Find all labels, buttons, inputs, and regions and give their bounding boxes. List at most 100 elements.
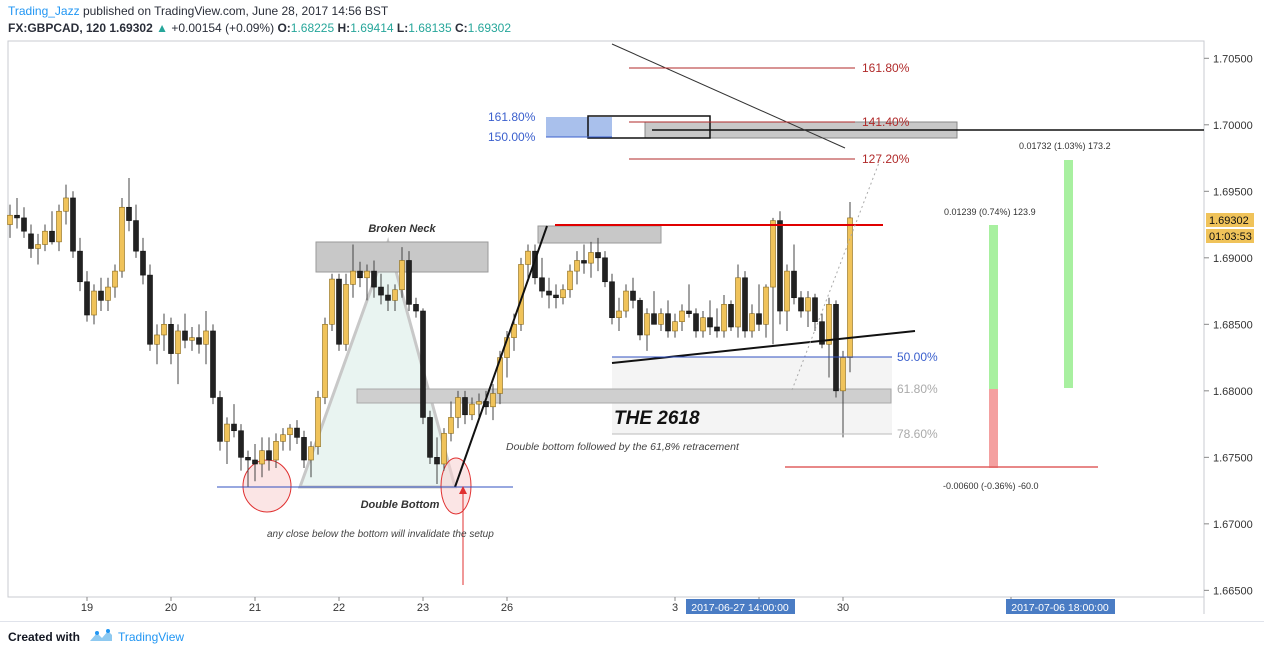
candle-body xyxy=(420,310,426,418)
candle xyxy=(147,264,153,351)
candle xyxy=(315,390,321,455)
candle-body xyxy=(49,230,55,243)
measure-down-bar xyxy=(989,389,998,468)
candle-body xyxy=(441,433,447,465)
candle-body xyxy=(224,423,230,442)
time-axis[interactable]: 192021222326329304 xyxy=(81,597,1014,614)
candle-body xyxy=(602,257,608,283)
candle-body xyxy=(714,326,720,332)
candle xyxy=(679,304,685,331)
candle xyxy=(819,313,825,349)
candle-body xyxy=(175,330,181,354)
retrace-label-50: 50.00% xyxy=(897,350,938,364)
candle-body xyxy=(567,270,573,291)
candle-body xyxy=(196,337,202,345)
author-link[interactable]: Trading_Jazz xyxy=(8,4,80,18)
candle-body xyxy=(357,270,363,279)
candle-body xyxy=(182,330,188,341)
candle-body xyxy=(322,324,328,398)
tradingview-logo-icon[interactable] xyxy=(88,628,114,644)
candle xyxy=(567,264,573,298)
candle xyxy=(175,324,181,385)
x-tick-label: 22 xyxy=(333,602,345,614)
candle xyxy=(378,273,384,305)
candle-body xyxy=(294,427,300,438)
candle-body xyxy=(266,450,272,461)
candle xyxy=(14,197,20,229)
candle xyxy=(126,178,132,232)
candle-body xyxy=(490,393,496,408)
candle-body xyxy=(560,289,566,299)
measure-up-bar-1 xyxy=(989,225,998,389)
candle xyxy=(658,308,664,331)
candle-body xyxy=(840,357,846,392)
candle xyxy=(364,264,370,301)
candle xyxy=(546,277,552,309)
candle-body xyxy=(385,294,391,301)
candle-body xyxy=(539,277,545,292)
change-arrow-icon: ▲ xyxy=(156,21,168,35)
candle-body xyxy=(658,313,664,325)
candle xyxy=(224,417,230,464)
candle-body xyxy=(784,270,790,312)
candle-body xyxy=(700,317,706,332)
candle xyxy=(98,277,104,312)
candle-body xyxy=(42,230,48,245)
y-tick-label: 1.67000 xyxy=(1213,519,1253,531)
candle-body xyxy=(245,457,251,461)
y-tick-label: 1.66500 xyxy=(1213,585,1253,597)
candle xyxy=(112,264,118,298)
open-label: O: xyxy=(277,21,291,35)
price-chart[interactable]: Broken Neck Double Bottom any close belo… xyxy=(0,0,1264,621)
candle-body xyxy=(756,313,762,325)
candle xyxy=(392,284,398,312)
candle-body xyxy=(686,310,692,314)
target-outline-box xyxy=(587,115,711,139)
candle-body xyxy=(371,270,377,288)
price-axis[interactable]: 1.70500 1.70000 1.69500 1.69000 1.68500 1.680… xyxy=(1204,53,1253,597)
candle xyxy=(343,273,349,351)
candle-body xyxy=(105,286,111,301)
low-label: L: xyxy=(396,21,409,35)
candle-body xyxy=(623,290,629,312)
candle xyxy=(826,297,832,378)
candle-body xyxy=(217,397,223,442)
candle xyxy=(637,297,643,341)
candle xyxy=(686,284,692,318)
fib-ext-label-3: 127.20% xyxy=(862,152,910,166)
x-tick-label: 21 xyxy=(249,602,261,614)
candle-body xyxy=(588,252,594,264)
candle-body xyxy=(70,197,76,252)
candle-body xyxy=(819,321,825,345)
candle xyxy=(469,397,475,421)
date-badge-2-bg xyxy=(1006,599,1115,614)
candle xyxy=(700,311,706,338)
candle xyxy=(273,433,279,468)
candle xyxy=(833,300,839,398)
candle xyxy=(798,291,804,318)
candle-body xyxy=(329,278,335,325)
candle xyxy=(420,308,426,425)
tradingview-brand-link[interactable]: TradingView xyxy=(118,630,185,644)
diagonal-line xyxy=(611,43,846,149)
fib-left-label-1: 161.80% xyxy=(488,110,536,124)
candle xyxy=(749,304,755,338)
candle xyxy=(357,261,363,288)
fib-left-label-2: 150.00% xyxy=(488,130,536,144)
candle-body xyxy=(833,304,839,392)
label-2618: THE 2618 xyxy=(614,408,700,429)
change-value: +0.00154 (+0.09%) xyxy=(171,21,275,35)
candle xyxy=(406,251,412,312)
candle xyxy=(336,273,342,351)
candle xyxy=(133,204,139,258)
candle-body xyxy=(168,324,174,354)
candle-body xyxy=(161,324,167,336)
candle-body xyxy=(826,304,832,345)
candle-body xyxy=(112,270,118,288)
timer-badge: 01:03:53 xyxy=(1209,231,1252,243)
candle xyxy=(756,284,762,331)
candle xyxy=(630,277,636,309)
retracement-note: Double bottom followed by the 61,8% retr… xyxy=(506,441,740,453)
candle-body xyxy=(770,220,776,288)
candle-body xyxy=(791,270,797,299)
